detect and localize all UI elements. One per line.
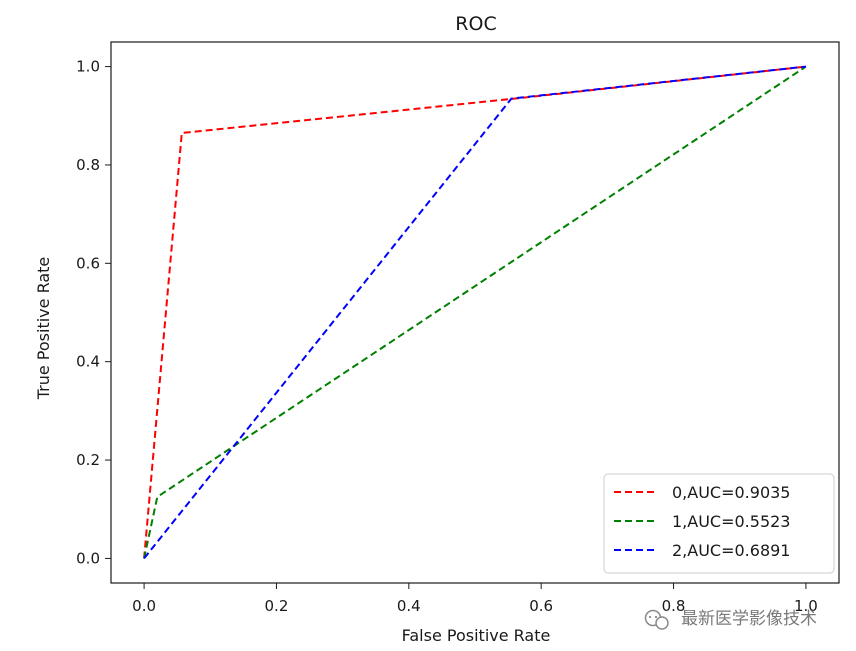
- y-tick-label: 1.0: [76, 58, 100, 76]
- x-axis-label: False Positive Rate: [402, 626, 551, 645]
- y-tick-label: 0.2: [76, 451, 100, 469]
- watermark-text: 最新医学影像技术: [681, 609, 817, 629]
- chart-title: ROC: [455, 13, 496, 35]
- x-tick-label: 1.0: [794, 597, 818, 615]
- plot-area: [110, 41, 840, 584]
- y-tick-label: 0.4: [76, 353, 100, 371]
- y-tick-label: 0.0: [76, 549, 100, 567]
- x-tick-label: 0.0: [132, 597, 156, 615]
- wechat-icon: [644, 609, 669, 630]
- legend-label-1: 1,AUC=0.5523: [672, 512, 790, 531]
- x-axis-ticks: 0.0 0.2 0.4 0.6 0.8 1.0: [132, 583, 818, 615]
- roc-series-2-line: [143, 65, 807, 560]
- legend: 0,AUC=0.9035 1,AUC=0.5523 2,AUC=0.6891: [603, 473, 835, 574]
- x-tick-label: 0.8: [662, 597, 686, 615]
- legend-entries: 0,AUC=0.9035 1,AUC=0.5523 2,AUC=0.6891: [614, 483, 790, 560]
- watermark: 最新医学影像技术: [644, 609, 817, 630]
- y-tick-label: 0.8: [76, 156, 100, 174]
- legend-label-0: 0,AUC=0.9035: [672, 483, 790, 502]
- series-layer: [143, 65, 807, 560]
- y-axis-label: True Positive Rate: [34, 257, 53, 401]
- x-tick-label: 0.4: [397, 597, 421, 615]
- legend-label-2: 2,AUC=0.6891: [672, 541, 790, 560]
- y-tick-label: 0.6: [76, 254, 100, 272]
- legend-box: [603, 473, 835, 574]
- y-axis-ticks: 0.0 0.2 0.4 0.6 0.8 1.0: [76, 58, 111, 567]
- x-tick-label: 0.6: [529, 597, 553, 615]
- x-tick-label: 0.2: [265, 597, 289, 615]
